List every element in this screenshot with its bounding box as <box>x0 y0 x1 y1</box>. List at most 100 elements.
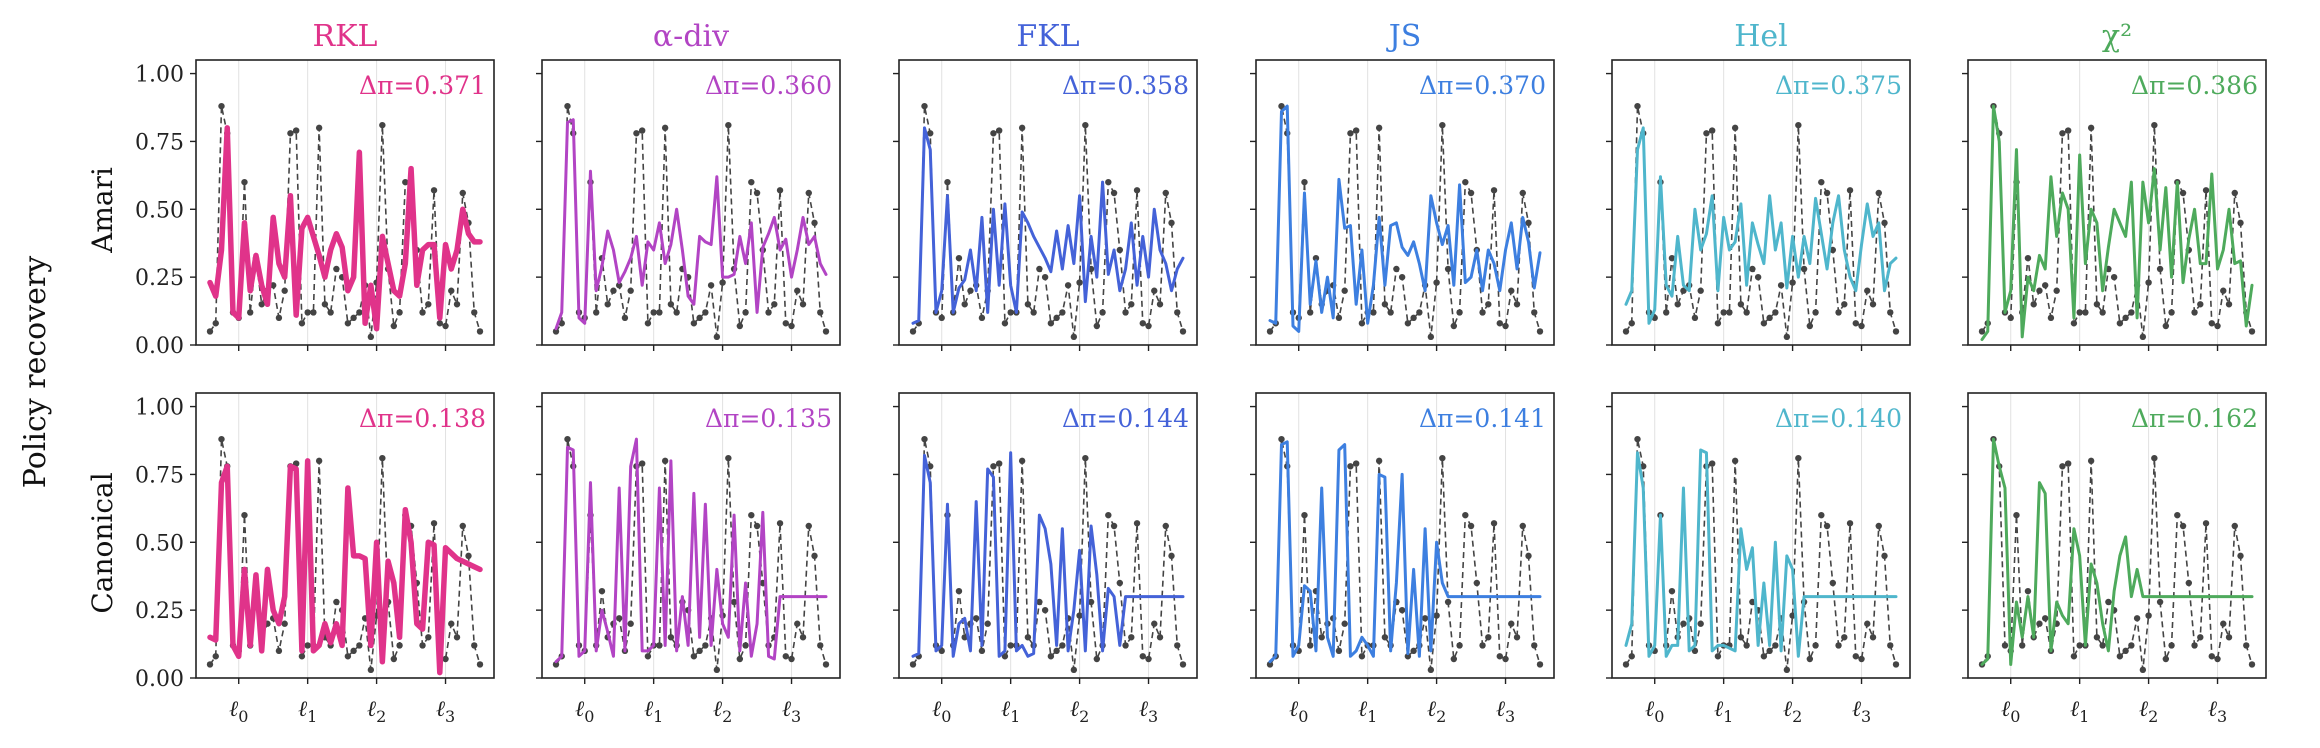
reference-point <box>1352 127 1360 134</box>
reference-point <box>1007 309 1014 316</box>
reference-point <box>206 328 214 335</box>
reference-line <box>1625 105 1897 337</box>
x-tick-base: ℓ <box>1139 697 1149 722</box>
delta-annotation: Δπ=0.370 <box>1419 71 1546 100</box>
reference-point <box>206 661 214 668</box>
reference-point <box>1041 606 1049 614</box>
reference-point <box>2082 309 2089 316</box>
reference-point <box>995 127 1003 134</box>
reference-point <box>927 130 934 137</box>
reference-point <box>2133 615 2141 622</box>
reference-point <box>2231 522 2238 530</box>
reference-point <box>1064 282 1072 289</box>
series-line-rkl <box>207 125 483 332</box>
y-tick-label: 0.00 <box>135 334 184 359</box>
reference-point <box>1179 661 1187 668</box>
reference-point <box>304 309 311 316</box>
reference-point <box>1818 178 1825 186</box>
series-line-js <box>1268 440 1542 664</box>
reference-point <box>909 661 917 668</box>
x-tick-subscript: 3 <box>1505 707 1515 726</box>
reference-point <box>298 653 306 660</box>
reference-point <box>1708 460 1716 467</box>
reference-point <box>1887 642 1894 649</box>
reference-point <box>1335 647 1343 655</box>
reference-point <box>667 634 675 641</box>
reference-point <box>1393 265 1400 273</box>
reference-point <box>1335 314 1343 322</box>
reference-point <box>1381 301 1389 308</box>
reference-point <box>1875 189 1882 197</box>
reference-point <box>1881 552 1888 560</box>
x-tick-subscript: 1 <box>1723 707 1733 726</box>
panel-frame <box>1255 392 1555 679</box>
x-tick-label: ℓ1 <box>1714 697 1733 726</box>
y-tick-label: 0.50 <box>135 198 184 223</box>
reference-point <box>788 322 795 330</box>
reference-point <box>593 309 600 316</box>
reference-point <box>1087 598 1095 606</box>
reference-point <box>776 187 784 194</box>
reference-point <box>2237 552 2244 560</box>
figure-ylabel: Policy recovery <box>18 256 53 489</box>
reference-point <box>1703 130 1710 137</box>
series-line-fkl <box>911 451 1185 658</box>
reference-point <box>782 653 789 660</box>
reference-point <box>1628 653 1635 660</box>
reference-point <box>1082 121 1089 129</box>
reference-point <box>2197 301 2204 308</box>
reference-point <box>2070 320 2078 327</box>
reference-point <box>782 320 789 327</box>
reference-point <box>627 287 634 294</box>
reference-point <box>476 661 484 668</box>
reference-point <box>1760 320 1768 327</box>
reference-point <box>1663 309 1670 316</box>
reference-point <box>1341 287 1348 294</box>
x-tick-base: ℓ <box>298 697 308 722</box>
reference-point <box>1829 246 1837 254</box>
x-tick-label: ℓ2 <box>1427 697 1446 726</box>
reference-point <box>621 314 629 322</box>
reference-point <box>212 653 219 660</box>
reference-point <box>419 309 426 316</box>
reference-point <box>1858 655 1865 663</box>
reference-point <box>552 661 560 668</box>
reference-point <box>730 598 738 606</box>
row-label-canonical: Canonical <box>86 472 119 613</box>
reference-point <box>1347 463 1354 470</box>
reference-point <box>1139 653 1146 660</box>
reference-point <box>967 287 974 294</box>
reference-point <box>1041 273 1049 281</box>
reference-point <box>742 642 749 649</box>
reference-point <box>1444 265 1452 273</box>
x-tick-label: ℓ3 <box>782 697 801 726</box>
x-tick-subscript: 1 <box>2079 707 2089 726</box>
reference-point <box>1174 309 1181 316</box>
reference-point <box>955 254 963 262</box>
reference-point <box>2214 655 2221 663</box>
reference-point <box>2179 522 2187 530</box>
x-tick-base: ℓ <box>1496 697 1506 722</box>
reference-point <box>713 666 721 674</box>
reference-point <box>1858 322 1865 330</box>
reference-point <box>1053 647 1060 655</box>
reference-point <box>921 435 928 443</box>
reference-point <box>1093 655 1101 663</box>
reference-point <box>2093 301 2101 308</box>
reference-point <box>1266 328 1274 335</box>
reference-point <box>1427 666 1435 674</box>
reference-point <box>995 460 1003 467</box>
reference-point <box>1001 653 1009 660</box>
reference-point <box>638 127 646 134</box>
reference-point <box>1818 511 1825 519</box>
x-tick-subscript: 3 <box>2217 707 2227 726</box>
reference-point <box>1404 653 1412 660</box>
reference-point <box>817 309 824 316</box>
reference-point <box>725 454 732 462</box>
reference-point <box>1892 661 1900 668</box>
reference-point <box>1444 598 1452 606</box>
reference-point <box>1691 314 1699 322</box>
x-tick-label: ℓ1 <box>1001 697 1020 726</box>
